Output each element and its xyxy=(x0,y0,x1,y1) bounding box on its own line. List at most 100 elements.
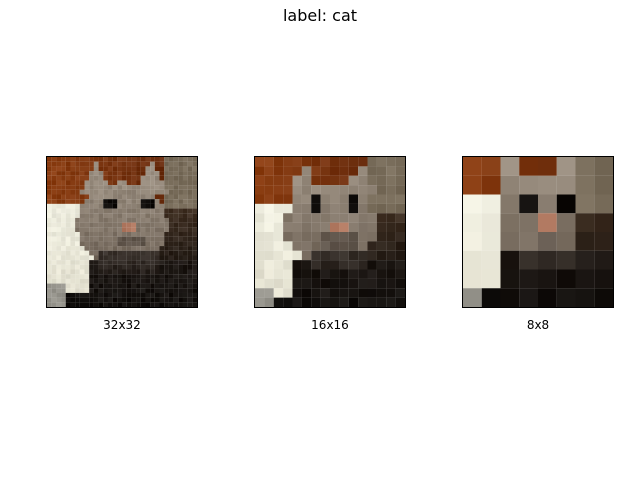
pixel-cell xyxy=(108,260,113,265)
pixel-cell xyxy=(108,251,113,256)
pixel-cell xyxy=(61,298,66,303)
pixel-cell xyxy=(169,237,174,242)
pixel-cell xyxy=(70,190,75,195)
pixel-cell xyxy=(56,195,61,200)
pixel-cell xyxy=(519,232,538,251)
pixel-cell xyxy=(108,213,113,218)
pixel-cell xyxy=(192,190,197,195)
pixel-cell xyxy=(99,246,104,251)
pixel-cell xyxy=(311,288,320,297)
pixel-cell xyxy=(396,251,405,260)
pixel-cell xyxy=(108,232,113,237)
pixel-cell xyxy=(113,223,118,228)
pixel-cell xyxy=(283,232,292,241)
pixel-cell xyxy=(192,171,197,176)
pixel-cell xyxy=(274,213,283,222)
pixel-cell xyxy=(463,176,482,195)
pixel-cell xyxy=(463,157,482,176)
pixel-cell xyxy=(255,251,264,260)
pixel-cell xyxy=(108,288,113,293)
pixel-cell xyxy=(594,270,613,289)
pixel-cell xyxy=(339,288,348,297)
pixel-cell xyxy=(113,302,118,307)
pixel-cell xyxy=(321,213,330,222)
pixel-cell xyxy=(188,157,193,162)
pixel-cell xyxy=(145,166,150,171)
pixel-cell xyxy=(127,204,132,209)
pixel-cell xyxy=(122,284,127,289)
pixel-cell xyxy=(178,265,183,270)
pixel-cell xyxy=(145,180,150,185)
pixel-cell xyxy=(122,274,127,279)
pixel-cell xyxy=(192,185,197,190)
pixel-cell xyxy=(178,298,183,303)
pixel-cell xyxy=(89,185,94,190)
pixel-cell xyxy=(141,204,146,209)
pixel-cell xyxy=(85,204,90,209)
pixel-cell xyxy=(70,265,75,270)
pixel-cell xyxy=(122,232,127,237)
pixel-cell xyxy=(131,162,136,167)
pixel-cell xyxy=(75,185,80,190)
pixel-cell xyxy=(339,204,348,213)
pixel-cell xyxy=(75,298,80,303)
pixel-cell xyxy=(80,274,85,279)
pixel-cell xyxy=(169,199,174,204)
pixel-cell xyxy=(178,185,183,190)
pixel-cell xyxy=(117,232,122,237)
pixel-cell xyxy=(155,284,160,289)
pixel-cell xyxy=(274,251,283,260)
pixel-cell xyxy=(150,190,155,195)
pixel-cell xyxy=(85,185,90,190)
pixel-cell xyxy=(136,284,141,289)
pixel-cell xyxy=(108,176,113,181)
pixel-cell xyxy=(501,157,520,176)
pixel-cell xyxy=(396,176,405,185)
pixel-cell xyxy=(56,199,61,204)
pixel-cell xyxy=(264,195,273,204)
pixel-cell xyxy=(103,199,108,204)
pixel-cell xyxy=(61,274,66,279)
pixel-cell xyxy=(164,213,169,218)
pixel-cell xyxy=(80,246,85,251)
pixel-cell xyxy=(164,180,169,185)
pixel-cell xyxy=(174,232,179,237)
pixel-cell xyxy=(108,298,113,303)
pixel-cell xyxy=(188,180,193,185)
pixel-cell xyxy=(255,270,264,279)
pixel-cell xyxy=(178,218,183,223)
pixel-cell xyxy=(141,157,146,162)
pixel-cell xyxy=(150,213,155,218)
pixel-cell xyxy=(103,185,108,190)
pixel-cell xyxy=(293,260,302,269)
pixel-cell xyxy=(339,270,348,279)
pixel-cell xyxy=(70,209,75,214)
pixel-cell xyxy=(150,284,155,289)
pixel-cell xyxy=(122,199,127,204)
pixel-cell xyxy=(150,265,155,270)
pixel-cell xyxy=(80,209,85,214)
pixel-cell xyxy=(178,166,183,171)
pixel-cell xyxy=(178,171,183,176)
pixel-cell xyxy=(127,260,132,265)
pixel-cell xyxy=(164,209,169,214)
pixel-cell xyxy=(160,209,165,214)
pixel-cell xyxy=(183,166,188,171)
pixel-cell xyxy=(122,218,127,223)
pixel-cell xyxy=(396,213,405,222)
pixel-cell xyxy=(576,213,595,232)
pixel-cell xyxy=(274,298,283,307)
pixel-cell xyxy=(52,166,57,171)
pixel-cell xyxy=(66,260,71,265)
pixel-cell xyxy=(311,157,320,166)
pixel-cell xyxy=(302,157,311,166)
pixel-cell xyxy=(302,241,311,250)
pixel-cell xyxy=(169,195,174,200)
pixel-cell xyxy=(274,176,283,185)
pixel-cell xyxy=(255,185,264,194)
pixel-cell xyxy=(178,180,183,185)
pixel-cell xyxy=(47,171,52,176)
pixel-cell xyxy=(47,218,52,223)
pixel-cell xyxy=(169,274,174,279)
pixel-cell xyxy=(192,199,197,204)
